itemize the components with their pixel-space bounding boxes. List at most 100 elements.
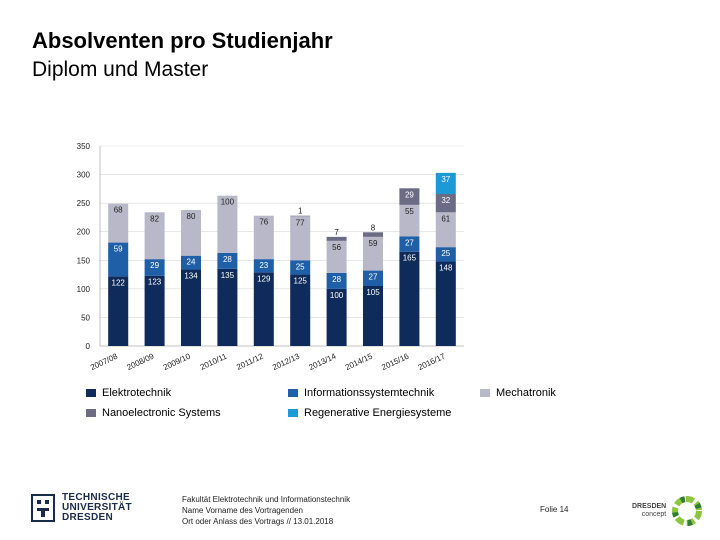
x-tick-label: 2012/13 (271, 351, 302, 372)
tu-logo-line-3: DRESDEN (62, 512, 113, 523)
bar-segment (290, 215, 311, 217)
legend-swatch (86, 389, 96, 397)
data-label: 25 (296, 262, 305, 271)
data-label: 134 (184, 271, 198, 280)
legend-label: Elektrotechnik (102, 387, 172, 399)
dd-logo-line-2: concept (641, 511, 667, 518)
data-label: 55 (405, 207, 414, 216)
bar-segment (399, 251, 420, 346)
tu-logo-line-1: TECHNISCHE (62, 492, 131, 503)
data-label: 7 (334, 228, 339, 237)
data-label: 24 (187, 258, 196, 267)
stacked-bar-chart: 05010015020025030035012259682007/0812329… (77, 142, 464, 372)
bar-segment (362, 232, 384, 237)
bar-segment (144, 275, 165, 346)
bar-segment (399, 188, 420, 205)
page-subtitle: Diplom und Master (32, 58, 209, 81)
data-label: 77 (296, 218, 305, 227)
data-label: 100 (221, 198, 235, 207)
data-label: 25 (441, 249, 450, 258)
x-tick-label: 2015/16 (380, 351, 411, 372)
footer-line-speaker: Name Vorname des Vortragenden (182, 506, 303, 515)
data-label: 23 (259, 261, 268, 270)
data-label: 165 (403, 254, 417, 263)
x-tick-label: 2009/10 (162, 351, 193, 372)
bar-segment (180, 210, 202, 256)
y-tick-label: 250 (77, 199, 91, 208)
footer-line-event: Ort oder Anlass des Vortrags // 13.01.20… (182, 517, 334, 526)
data-label: 68 (114, 206, 123, 215)
data-label: 37 (441, 175, 450, 184)
data-label: 29 (405, 190, 414, 199)
bar-segment (253, 272, 274, 346)
legend-item: Mechatronik (480, 387, 556, 399)
dd-logo-line-1: DRESDEN (632, 503, 667, 510)
x-tick-label: 2013/14 (307, 351, 338, 372)
data-label: 122 (112, 278, 126, 287)
y-tick-label: 150 (77, 256, 91, 265)
data-label: 27 (405, 238, 414, 247)
tu-dresden-logo: TECHNISCHE UNIVERSITÄT DRESDEN (30, 493, 132, 523)
bar-segment (108, 203, 129, 243)
data-label: 135 (221, 271, 235, 280)
data-label: 8 (371, 223, 376, 232)
bar-segment (435, 194, 456, 213)
data-label: 59 (369, 239, 378, 248)
data-label: 100 (330, 291, 344, 300)
bar-segment (326, 272, 347, 289)
legend-swatch (480, 389, 490, 397)
bar-segment (399, 204, 420, 237)
bar-segment (253, 215, 274, 260)
y-tick-label: 300 (77, 171, 91, 180)
legend-item: Regenerative Energiesysteme (288, 407, 451, 419)
bar-segment (362, 236, 384, 271)
x-tick-label: 2008/09 (125, 351, 156, 372)
bar-segment (326, 240, 347, 273)
data-label: 32 (441, 196, 450, 205)
legend-label: Informationssystemtechnik (304, 387, 435, 399)
footer-line-faculty: Fakultät Elektrotechnik und Informations… (182, 495, 351, 504)
x-tick-label: 2014/15 (344, 351, 375, 372)
tu-logo-line-2: UNIVERSITÄT (62, 502, 132, 513)
bar-segment (290, 260, 311, 275)
y-tick-label: 350 (77, 142, 91, 151)
bar-segment (435, 212, 456, 248)
legend-swatch (288, 389, 298, 397)
legend-item: Informationssystemtechnik (288, 387, 434, 399)
dresden-concept-logo: DRESDEN concept (632, 494, 704, 528)
data-label: 125 (294, 277, 308, 286)
tu-emblem-icon (31, 494, 55, 522)
x-tick-label: 2007/08 (89, 351, 120, 372)
bar-segment (326, 236, 347, 241)
bar-segment (144, 259, 165, 276)
data-label: 76 (259, 218, 268, 227)
slide-number: Folie 14 (540, 505, 569, 514)
x-tick-label: 2010/11 (199, 351, 229, 371)
y-tick-label: 50 (81, 313, 90, 322)
bar-segment (399, 236, 420, 252)
y-tick-label: 100 (77, 285, 91, 294)
data-label: 148 (439, 263, 453, 272)
legend-swatch (86, 409, 96, 417)
bar-segment (435, 247, 456, 262)
y-tick-label: 0 (86, 342, 91, 351)
bar-segment (144, 212, 165, 260)
data-label: 105 (366, 288, 380, 297)
legend-item: Nanoelectronic Systems (86, 407, 221, 419)
data-label: 1 (298, 207, 303, 216)
dresden-concept-ring-icon (672, 496, 703, 526)
data-label: 29 (150, 261, 159, 270)
data-label: 123 (148, 278, 162, 287)
data-label: 28 (332, 275, 341, 284)
x-tick-label: 2011/12 (235, 351, 265, 371)
data-label: 27 (369, 273, 378, 282)
footer-info: Fakultät Elektrotechnik und Informations… (182, 494, 350, 527)
data-label: 129 (257, 274, 271, 283)
data-label: 80 (187, 212, 196, 221)
bar-segment (217, 252, 238, 269)
bar-segment (108, 242, 129, 277)
legend-swatch (288, 409, 298, 417)
x-tick-label: 2016/17 (417, 351, 448, 372)
legend-item: Elektrotechnik (86, 387, 171, 399)
bar-segment (180, 269, 202, 346)
